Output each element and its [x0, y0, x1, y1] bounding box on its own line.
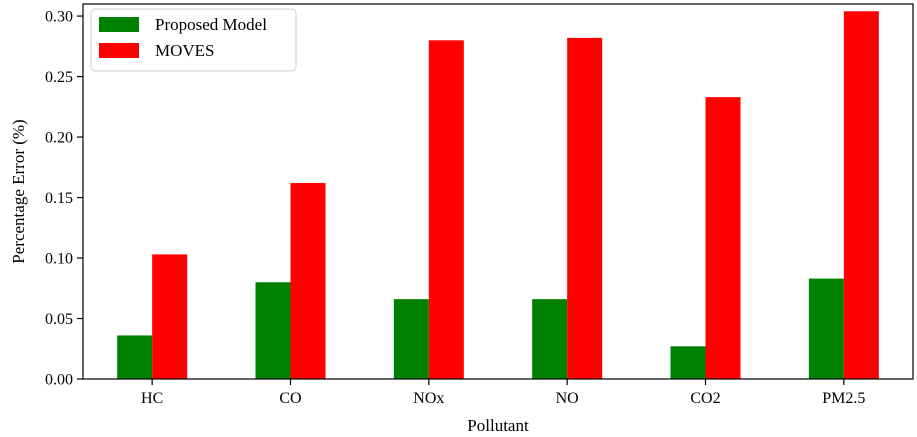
y-tick-label: 0.25 — [45, 69, 73, 86]
bar-proposed-model-no — [532, 299, 568, 379]
bar-proposed-model-nox — [393, 299, 429, 379]
legend: Proposed Model MOVES — [90, 8, 297, 72]
bar-moves-nox — [428, 40, 464, 380]
legend-swatch — [99, 43, 139, 58]
y-tick-label: 0.30 — [45, 9, 73, 26]
bar-moves-pm25 — [843, 11, 879, 380]
bar-proposed-model-hc — [117, 335, 153, 379]
bar-proposed-model-co — [255, 282, 291, 379]
legend-box — [90, 8, 297, 72]
y-tick-label: 0.10 — [45, 251, 73, 268]
legend-label: Proposed Model — [155, 15, 267, 34]
x-axis-label: Pollutant — [467, 416, 529, 435]
y-tick-label: 0.00 — [45, 372, 73, 389]
x-tick-label: CO2 — [690, 390, 720, 407]
x-axis-ticks: HC CO NOx NO CO2 PM2.5 — [141, 379, 865, 407]
legend-swatch — [99, 17, 139, 32]
plot-frame — [82, 3, 914, 380]
bar-moves-co — [290, 183, 326, 379]
bar-moves-no — [567, 37, 603, 379]
x-tick-label: CO — [279, 390, 301, 407]
y-tick-label: 0.05 — [45, 311, 73, 328]
y-axis-ticks: 0.00 0.05 0.10 0.15 0.20 0.25 0.30 — [45, 9, 83, 389]
x-tick-label: HC — [141, 390, 163, 407]
x-tick-label: PM2.5 — [822, 390, 865, 407]
bars-layer — [117, 11, 879, 380]
bar-moves-co2 — [705, 97, 741, 379]
legend-label: MOVES — [155, 41, 215, 60]
bar-moves-hc — [152, 254, 188, 379]
x-tick-label: NOx — [413, 390, 444, 407]
y-tick-label: 0.15 — [45, 190, 73, 207]
y-axis-label: Percentage Error (%) — [9, 119, 28, 263]
x-tick-label: NO — [556, 390, 579, 407]
bar-proposed-model-co2 — [670, 346, 706, 379]
bar-proposed-model-pm25 — [808, 278, 844, 379]
y-tick-label: 0.20 — [45, 130, 73, 147]
